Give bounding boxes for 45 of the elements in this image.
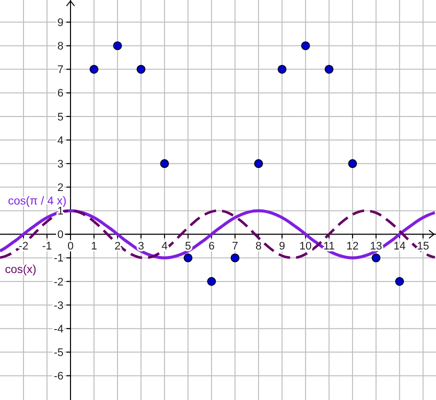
point bbox=[324, 64, 334, 74]
y-tick-label: 4 bbox=[57, 134, 64, 147]
y-tick-label: -3 bbox=[54, 300, 64, 312]
point bbox=[90, 64, 98, 74]
series-label: cos(x) bbox=[5, 264, 36, 276]
y-tick-label: 8 bbox=[57, 40, 64, 53]
point bbox=[113, 41, 122, 50]
point bbox=[136, 64, 146, 74]
x-tick-label: 14 bbox=[393, 240, 406, 252]
x-tick-label: -1 bbox=[42, 240, 52, 252]
x-tick-label: 3 bbox=[138, 240, 144, 252]
y-tick-label: -4 bbox=[54, 323, 64, 336]
point bbox=[184, 253, 192, 262]
point bbox=[348, 159, 357, 168]
x-tick-label: 15 bbox=[416, 240, 430, 252]
x-tick-label: 10 bbox=[299, 240, 312, 252]
y-tick-label: -2 bbox=[54, 276, 64, 288]
y-tick-label: 3 bbox=[57, 158, 64, 170]
point bbox=[278, 64, 286, 74]
y-tick-label: -6 bbox=[54, 370, 64, 383]
y-tick-label: 1 bbox=[57, 206, 64, 218]
point bbox=[372, 253, 380, 262]
x-tick-label: 8 bbox=[255, 240, 262, 252]
x-tick-label: 9 bbox=[278, 240, 286, 252]
x-tick-label: 7 bbox=[232, 240, 238, 252]
point bbox=[160, 159, 169, 168]
point bbox=[207, 277, 216, 286]
x-tick-label: 11 bbox=[323, 240, 335, 252]
y-tick-label: 6 bbox=[57, 88, 64, 100]
y-tick-label: 9 bbox=[57, 17, 64, 30]
y-tick-label: -1 bbox=[54, 252, 64, 265]
x-tick-label: 5 bbox=[184, 240, 192, 252]
x-tick-label: 1 bbox=[90, 240, 98, 252]
x-tick-label: 6 bbox=[208, 240, 215, 252]
point bbox=[254, 159, 263, 168]
y-tick-label: 5 bbox=[57, 111, 64, 124]
point bbox=[395, 277, 404, 286]
point bbox=[301, 41, 310, 50]
y-tick-label: -5 bbox=[54, 347, 64, 359]
y-tick-label: 2 bbox=[57, 182, 64, 194]
x-tick-label: 13 bbox=[370, 240, 382, 252]
x-tick-label: 12 bbox=[346, 240, 359, 252]
point bbox=[230, 253, 240, 262]
y-tick-label: 7 bbox=[57, 64, 64, 76]
series-label: cos(π / 4 x) bbox=[8, 196, 67, 208]
